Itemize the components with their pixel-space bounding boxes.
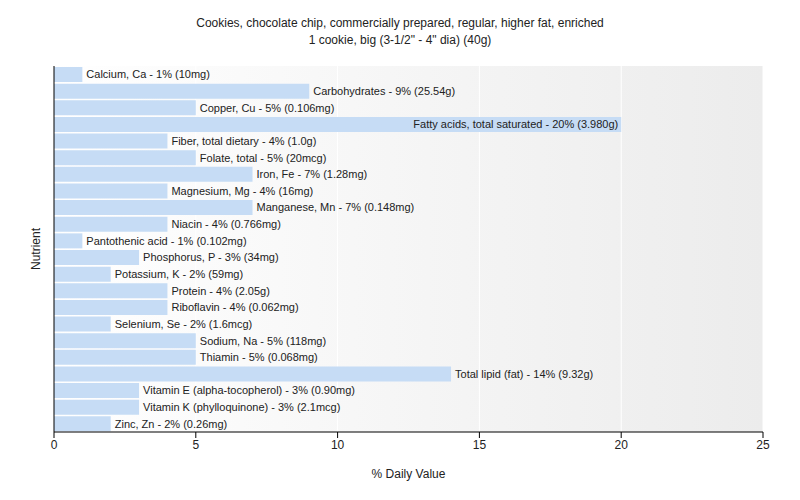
svg-text:Vitamin E (alpha-tocopherol) -: Vitamin E (alpha-tocopherol) - 3% (0.90m… [143,384,355,396]
svg-text:Manganese, Mn - 7% (0.148mg): Manganese, Mn - 7% (0.148mg) [257,201,415,213]
svg-text:Fiber, total dietary - 4% (1.0: Fiber, total dietary - 4% (1.0g) [171,135,316,147]
svg-text:Pantothenic acid - 1% (0.102mg: Pantothenic acid - 1% (0.102mg) [86,235,246,247]
svg-text:0: 0 [51,438,58,452]
svg-text:20: 20 [615,438,629,452]
svg-text:15: 15 [473,438,487,452]
svg-text:Sodium, Na - 5% (118mg): Sodium, Na - 5% (118mg) [200,335,326,347]
svg-text:Selenium, Se - 2% (1.6mcg): Selenium, Se - 2% (1.6mcg) [115,318,253,330]
svg-text:Folate, total - 5% (20mcg): Folate, total - 5% (20mcg) [200,152,327,164]
svg-text:Magnesium, Mg - 4% (16mg): Magnesium, Mg - 4% (16mg) [171,185,313,197]
svg-text:Fatty acids, total saturated -: Fatty acids, total saturated - 20% (3.98… [413,118,618,130]
svg-text:25: 25 [756,438,770,452]
svg-text:Total lipid (fat) - 14% (9.32g: Total lipid (fat) - 14% (9.32g) [455,368,593,380]
svg-text:Potassium, K - 2% (59mg): Potassium, K - 2% (59mg) [115,268,243,280]
svg-text:Nutrient: Nutrient [29,227,43,270]
svg-text:5: 5 [192,438,199,452]
svg-text:Thiamin - 5% (0.068mg): Thiamin - 5% (0.068mg) [200,351,318,363]
svg-text:Calcium, Ca - 1% (10mg): Calcium, Ca - 1% (10mg) [86,68,209,80]
svg-text:Copper, Cu - 5% (0.106mg): Copper, Cu - 5% (0.106mg) [200,102,335,114]
svg-text:Carbohydrates - 9% (25.54g): Carbohydrates - 9% (25.54g) [313,85,455,97]
svg-text:Niacin - 4% (0.766mg): Niacin - 4% (0.766mg) [171,218,280,230]
svg-text:Phosphorus, P - 3% (34mg): Phosphorus, P - 3% (34mg) [143,251,279,263]
svg-text:Vitamin K (phylloquinone) - 3%: Vitamin K (phylloquinone) - 3% (2.1mcg) [143,401,340,413]
svg-text:Protein - 4% (2.05g): Protein - 4% (2.05g) [171,285,269,297]
html-text:Cookies, chocolate chip, comme: Cookies, chocolate chip, commercially pr… [196,16,604,30]
svg-text:10: 10 [331,438,345,452]
html-text:1 cookie, big (3-1/2" - 4" dia: 1 cookie, big (3-1/2" - 4" dia) (40g) [308,33,492,47]
svg-text:Iron, Fe - 7% (1.28mg): Iron, Fe - 7% (1.28mg) [257,168,368,180]
svg-text:% Daily Value: % Daily Value [372,467,446,481]
svg-text:Riboflavin - 4% (0.062mg): Riboflavin - 4% (0.062mg) [171,301,298,313]
svg-text:Zinc, Zn - 2% (0.26mg): Zinc, Zn - 2% (0.26mg) [115,418,227,430]
